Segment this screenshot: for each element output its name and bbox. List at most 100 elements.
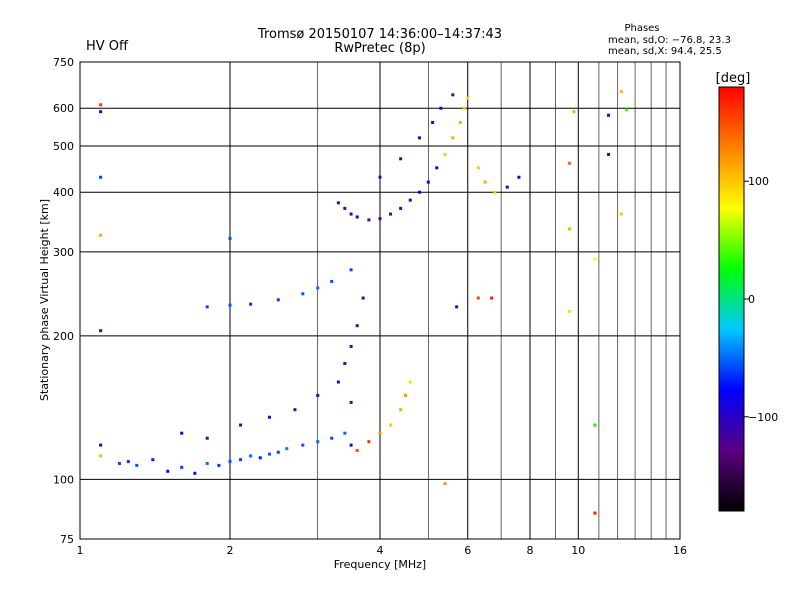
data-point <box>99 233 103 237</box>
data-point <box>567 227 571 231</box>
data-point <box>180 431 184 435</box>
data-point <box>99 454 103 458</box>
data-point <box>408 198 412 202</box>
y-tick-label: 750 <box>53 56 74 69</box>
data-point <box>267 452 271 456</box>
data-points <box>99 90 629 515</box>
grid <box>80 62 680 539</box>
data-point <box>249 302 253 306</box>
data-point <box>343 431 347 435</box>
data-point <box>239 423 243 427</box>
data-point <box>403 393 407 397</box>
data-point <box>593 423 597 427</box>
data-point <box>619 212 623 216</box>
data-point <box>399 157 403 161</box>
data-point <box>330 279 334 283</box>
data-point <box>607 113 611 117</box>
data-point <box>408 380 412 384</box>
data-point <box>267 415 271 419</box>
data-point <box>349 443 353 447</box>
data-point <box>476 296 480 300</box>
data-point <box>426 180 430 184</box>
data-point <box>361 296 365 300</box>
data-point <box>367 440 371 444</box>
data-point <box>316 286 320 290</box>
data-point <box>517 175 521 179</box>
data-point <box>443 482 447 486</box>
data-point <box>572 110 576 114</box>
data-point <box>439 106 443 110</box>
data-point <box>349 268 353 272</box>
data-point <box>316 440 320 444</box>
data-point <box>567 309 571 313</box>
x-tick-label: 8 <box>527 544 534 557</box>
colorbar-tick-label: 0 <box>748 293 755 306</box>
data-point <box>285 447 289 451</box>
data-point <box>593 257 597 261</box>
data-point <box>126 460 130 464</box>
data-point <box>355 324 359 328</box>
y-axis-label: Stationary phase Virtual Height [km] <box>38 199 51 401</box>
data-point <box>151 458 155 462</box>
data-point <box>451 93 455 97</box>
x-axis-label: Frequency [MHz] <box>334 558 426 571</box>
y-tick-label: 500 <box>53 140 74 153</box>
data-point <box>258 456 262 460</box>
data-point <box>378 217 382 221</box>
data-point <box>417 190 421 194</box>
data-point <box>593 511 597 515</box>
data-point <box>483 180 487 184</box>
data-point <box>462 106 466 110</box>
data-point <box>117 461 121 465</box>
data-point <box>493 190 497 194</box>
data-point <box>607 152 611 156</box>
data-point <box>355 448 359 452</box>
x-tick-label: 16 <box>673 544 687 557</box>
data-point <box>228 460 232 464</box>
chart-subtitle: RwPretec (8p) <box>334 41 425 56</box>
data-point <box>276 450 280 454</box>
legend-x-stats: mean, sd,X: 94.4, 25.5 <box>608 46 722 57</box>
data-point <box>451 136 455 140</box>
data-point <box>217 463 221 467</box>
data-point <box>301 292 305 296</box>
y-tick-label: 300 <box>53 246 74 259</box>
data-point <box>99 329 103 333</box>
data-point <box>355 215 359 219</box>
y-tick-label: 75 <box>60 533 74 546</box>
data-point <box>343 206 347 210</box>
data-point <box>466 96 470 100</box>
data-point <box>399 408 403 412</box>
chart-title: Tromsø 20150107 14:36:00–14:37:43 <box>257 27 502 42</box>
data-point <box>435 166 439 170</box>
data-point <box>99 103 103 107</box>
colorbar-tick-label: −100 <box>748 411 778 424</box>
x-tick-label: 10 <box>571 544 585 557</box>
data-point <box>276 298 280 302</box>
data-point <box>228 236 232 240</box>
data-point <box>378 175 382 179</box>
data-point <box>293 408 297 412</box>
data-point <box>399 206 403 210</box>
data-point <box>239 458 243 462</box>
data-point <box>625 108 629 112</box>
data-point <box>205 461 209 465</box>
data-point <box>205 305 209 309</box>
legend-title: Phases <box>624 23 659 34</box>
x-tick-label: 1 <box>77 544 84 557</box>
data-point <box>389 212 393 216</box>
data-point <box>336 380 340 384</box>
x-tick-label: 6 <box>464 544 471 557</box>
hv-status: HV Off <box>86 39 129 54</box>
legend-o-stats: mean, sd,O: −76.8, 23.3 <box>608 35 731 46</box>
data-point <box>619 90 623 94</box>
data-point <box>228 303 232 307</box>
y-tick-label: 400 <box>53 186 74 199</box>
data-point <box>99 443 103 447</box>
data-point <box>336 201 340 205</box>
colorbar <box>718 86 745 512</box>
colorbar-label: [deg] <box>716 71 751 86</box>
data-point <box>389 423 393 427</box>
data-point <box>505 185 509 189</box>
